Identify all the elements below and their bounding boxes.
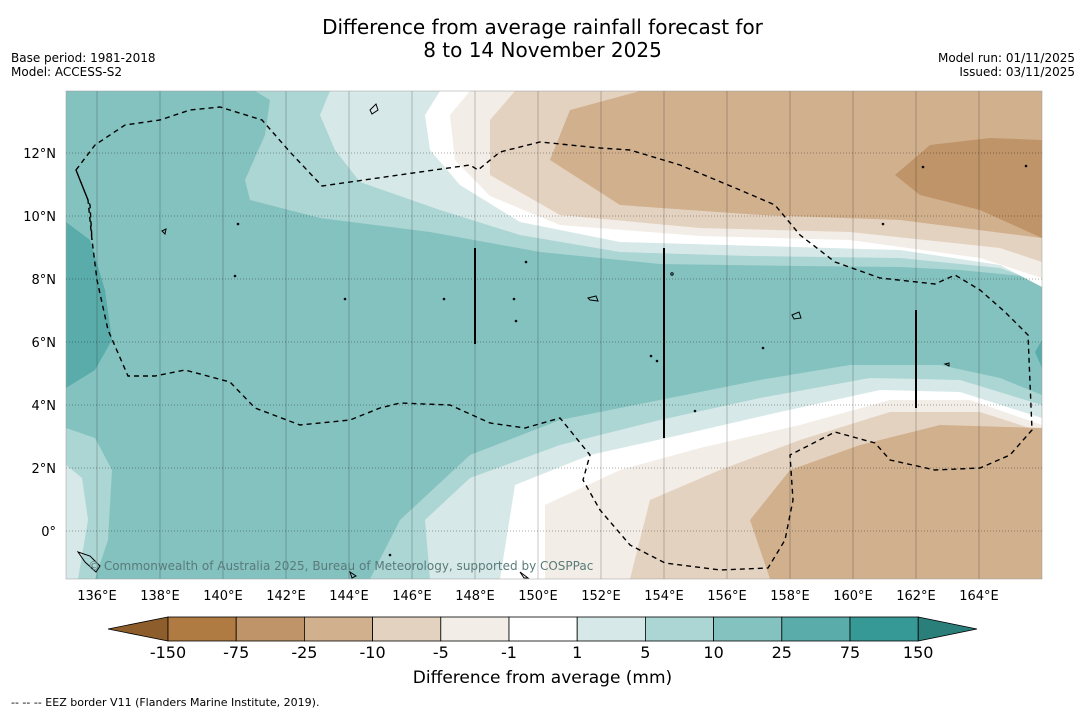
colorbar-swatch [303, 616, 373, 642]
contour-neg25-to-neg10-north [550, 91, 1042, 238]
colorbar-tick-label: -1 [501, 643, 517, 662]
longitude-labels: 136°E 138°E 140°E 142°E 144°E 146°E 148°E 150°E… [77, 589, 999, 604]
longitude-label: 162°E [896, 589, 936, 604]
colorbar: -150 -75 -25 -10 -5 -1 1 5 10 25 75 150 [107, 616, 978, 662]
eez-legend-note: -- -- -- EEZ border V11 (Flanders Marine… [11, 696, 320, 709]
latitude-label: 6°N [32, 336, 57, 351]
longitude-label: 146°E [392, 589, 432, 604]
colorbar-swatch [372, 616, 442, 642]
copyright-notice: © Commonwealth of Australia 2025, Bureau… [88, 559, 593, 573]
colorbar-swatch [508, 616, 578, 642]
colorbar-swatch [781, 616, 851, 642]
colorbar-max-arrow [917, 616, 978, 642]
latitude-label: 12°N [23, 147, 56, 162]
latitude-label: 10°N [23, 210, 56, 225]
longitude-label: 140°E [203, 589, 243, 604]
latitude-label: 0° [41, 525, 56, 540]
longitude-label: 148°E [455, 589, 495, 604]
model-run-label: Model run: 01/11/2025 [937, 51, 1075, 65]
eez-border-west-edge [75, 169, 93, 241]
longitude-label: 138°E [140, 589, 180, 604]
longitude-label: 156°E [707, 589, 747, 604]
chart-title-line-2: 8 to 14 November 2025 [423, 38, 662, 62]
colorbar-tick-label: 150 [903, 643, 934, 662]
colorbar-tick-label: 10 [703, 643, 723, 662]
longitude-label: 158°E [770, 589, 810, 604]
contour-neg75-to-neg25-north [895, 138, 1042, 238]
contour-1-to-5-southwest [66, 465, 88, 579]
contour-neg25-to-neg10-south [750, 425, 1042, 579]
latitude-labels: 12°N 10°N 8°N 6°N 4°N 2°N 0° [23, 147, 56, 540]
base-period-label: Base period: 1981-2018 [11, 51, 156, 65]
colorbar-swatch [849, 616, 919, 642]
colorbar-swatch [167, 616, 237, 642]
eez-border [75, 106, 1033, 571]
colorbar-tick-label: 75 [840, 643, 860, 662]
colorbar-tick-label: -10 [360, 643, 386, 662]
latitude-label: 4°N [32, 399, 57, 414]
colorbar-tick-label: 25 [772, 643, 792, 662]
chart-title-line-1: Difference from average rainfall forecas… [322, 15, 763, 39]
map-contours: © Commonwealth of Australia 2025, Bureau… [66, 91, 1042, 579]
longitude-label: 150°E [518, 589, 558, 604]
longitude-label: 154°E [644, 589, 684, 604]
colorbar-tick-label: -5 [433, 643, 449, 662]
colorbar-tick-label: -150 [150, 643, 186, 662]
colorbar-min-arrow [107, 616, 169, 642]
longitude-label: 164°E [959, 589, 999, 604]
contour-25-to-75-east [1035, 340, 1042, 368]
island-outlines [76, 103, 1028, 579]
latitude-label: 2°N [32, 462, 57, 477]
colorbar-title: Difference from average (mm) [412, 668, 673, 688]
contour-25-to-75-west [66, 222, 112, 388]
longitude-label: 160°E [833, 589, 873, 604]
longitude-label: 142°E [266, 589, 306, 604]
colorbar-tick-label: -75 [223, 643, 249, 662]
longitude-label: 144°E [329, 589, 369, 604]
longitude-label: 152°E [581, 589, 621, 604]
latitude-label: 8°N [32, 273, 57, 288]
colorbar-tick-label: 5 [640, 643, 650, 662]
longitude-label: 136°E [77, 589, 117, 604]
map-frame [65, 90, 1043, 580]
colorbar-tick-label: -25 [291, 643, 317, 662]
issued-label: Issued: 03/11/2025 [959, 65, 1075, 79]
colorbar-swatch [440, 616, 510, 642]
colorbar-swatch [713, 616, 783, 642]
colorbar-swatch [576, 616, 646, 642]
model-label: Model: ACCESS-S2 [11, 65, 123, 79]
colorbar-swatch [645, 616, 715, 642]
colorbar-tick-label: 1 [572, 643, 582, 662]
latitude-grid [66, 152, 1042, 532]
colorbar-swatch [235, 616, 305, 642]
